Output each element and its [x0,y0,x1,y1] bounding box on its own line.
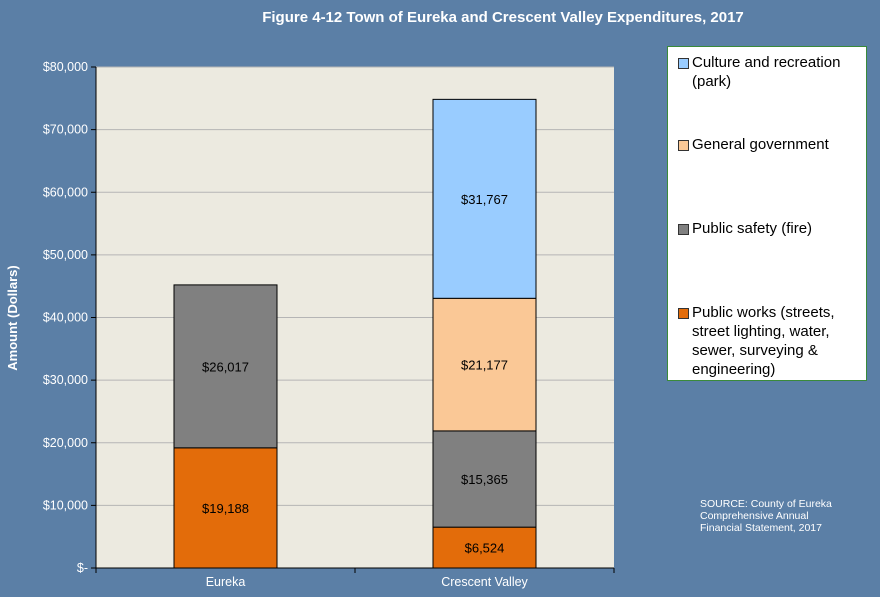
bar-segment [432,297,537,432]
bar-segment [173,447,278,569]
legend-swatch [678,58,689,69]
y-tick-label: $- [77,561,88,575]
bar-segment [432,430,537,528]
y-tick-label: $40,000 [43,311,88,325]
legend-item-public-safety: Public safety (fire) [678,219,860,238]
data-label: $31,767 [461,192,508,207]
legend-item-general-government: General government [678,135,860,154]
legend-label: Public works (streets, street lighting, … [692,304,835,378]
data-label: $6,524 [465,541,505,556]
y-tick-label: $30,000 [43,373,88,387]
legend-item-culture-recreation: Culture and recreation (park) [678,53,860,91]
chart-title: Figure 4-12 Town of Eureka and Crescent … [262,9,744,26]
x-tick-label: Crescent Valley [441,575,528,589]
y-axis-label: Amount (Dollars) [5,265,20,370]
legend-swatch [678,140,689,151]
legend-label: Public safety (fire) [692,220,813,237]
legend-label: General government [692,136,829,153]
bar-segment [173,284,278,449]
y-tick-label: $60,000 [43,185,88,199]
y-tick-label: $80,000 [43,60,88,74]
y-tick-label: $70,000 [43,123,88,137]
legend-item-public-works: Public works (streets, street lighting, … [678,303,860,379]
y-tick-label: $50,000 [43,248,88,262]
legend-label: Culture and recreation (park) [692,54,841,90]
legend-swatch [678,308,689,319]
y-tick-label: $20,000 [43,436,88,450]
data-label: $19,188 [202,501,249,516]
data-label: $26,017 [202,359,249,374]
legend-swatch [678,224,689,235]
data-label: $15,365 [461,472,508,487]
data-label: $21,177 [461,358,508,373]
bar-segment [432,98,537,299]
x-tick-label: Eureka [206,575,246,589]
chart-legend: Culture and recreation (park) General go… [667,46,867,381]
source-note: SOURCE: County of Eureka Comprehensive A… [700,498,832,534]
y-tick-label: $10,000 [43,498,88,512]
